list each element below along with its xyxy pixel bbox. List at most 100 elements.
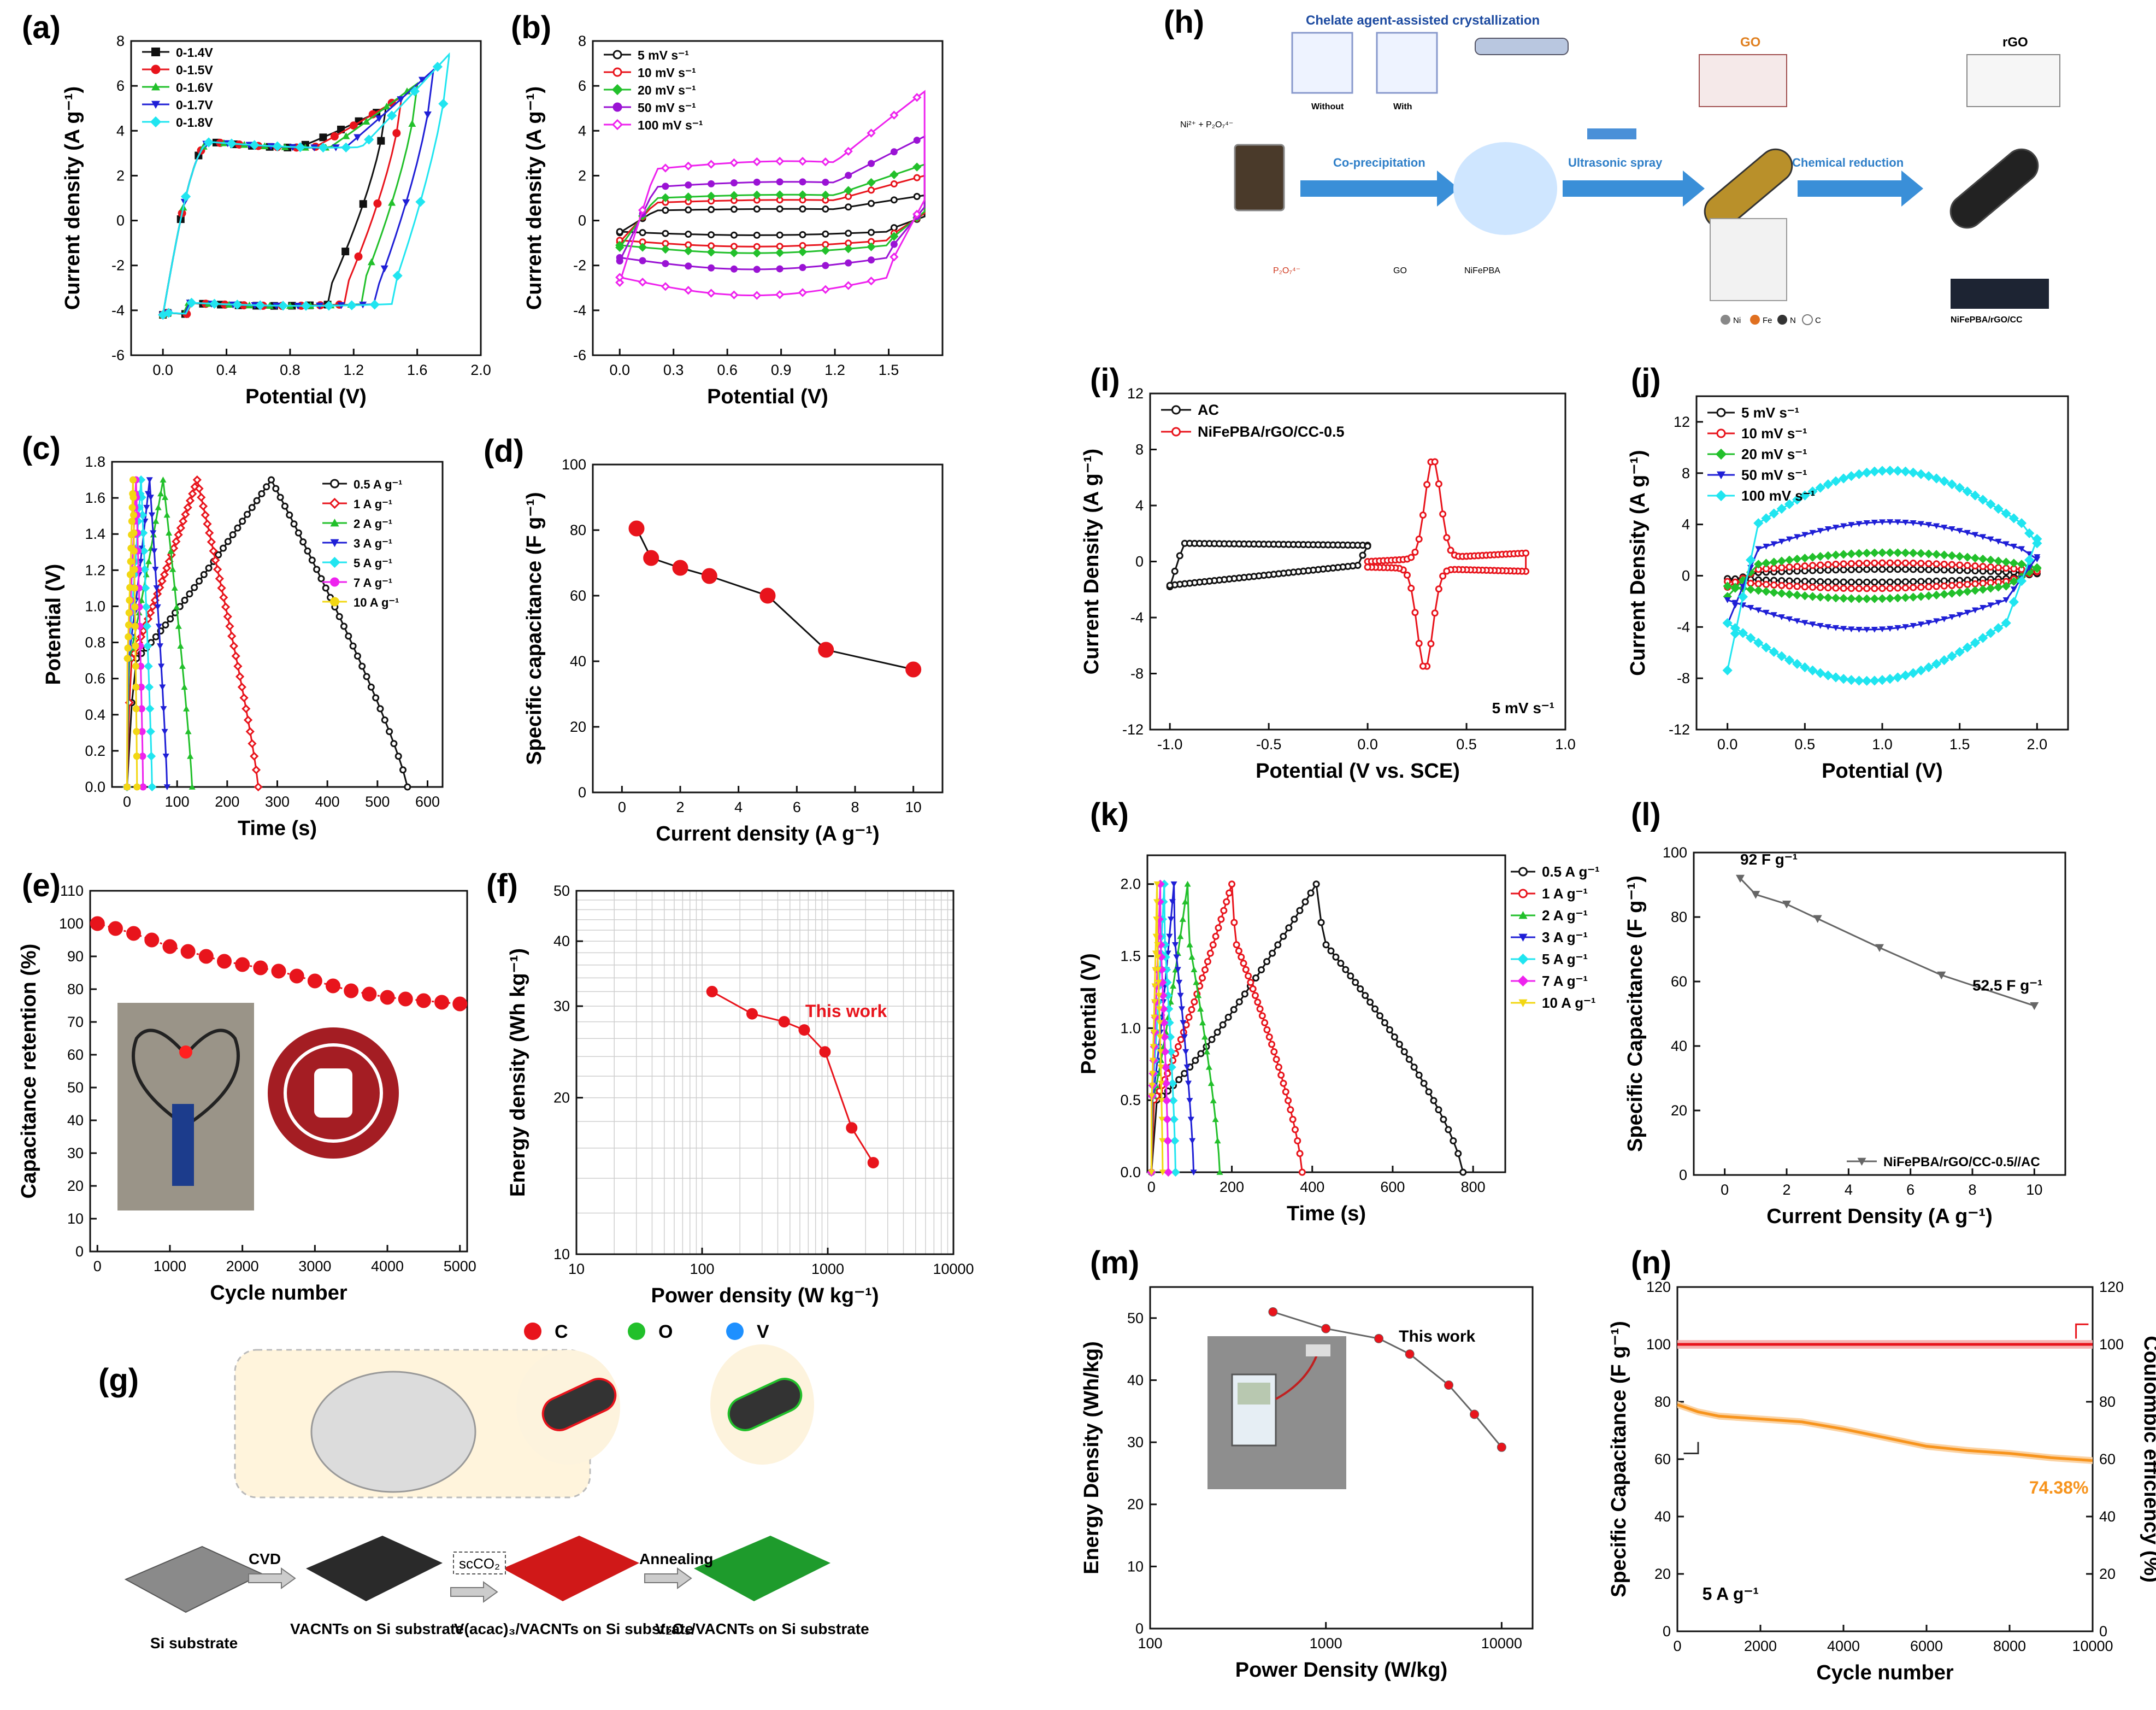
data-point xyxy=(1217,915,1225,923)
data-point xyxy=(846,1122,858,1134)
schematic-g-legend-1: O xyxy=(658,1321,673,1342)
data-point xyxy=(730,243,738,250)
data-point xyxy=(250,751,259,761)
data-point xyxy=(1268,1041,1276,1048)
data-point xyxy=(1188,954,1195,960)
data-point xyxy=(776,243,784,250)
data-point xyxy=(151,101,160,109)
legend-label: 20 mV s⁻¹ xyxy=(1741,446,1807,462)
x-tick-label: 0.0 xyxy=(1717,736,1738,753)
data-point xyxy=(1219,1021,1227,1029)
data-point xyxy=(1833,525,1839,531)
chart-c-legend: 0.5 A g⁻¹ 1 A g⁻¹ 2 A g⁻¹ 3 A g⁻¹ 5 A g⁻¹ 7 A… xyxy=(322,478,402,609)
data-point xyxy=(179,663,186,669)
data-point xyxy=(162,939,178,954)
data-point xyxy=(615,240,625,250)
schematic-h-step-2: Chemical reduction xyxy=(1792,156,1904,169)
data-point xyxy=(1273,1055,1280,1063)
legend-label: 0-1.4V xyxy=(176,45,213,60)
data-point xyxy=(1161,1047,1170,1056)
schematic-h-step-0: Co-precipitation xyxy=(1333,156,1425,169)
x-tick-label: -0.5 xyxy=(1256,736,1282,753)
panel-label-b: (b) xyxy=(511,10,551,45)
x-tick-label: 2.0 xyxy=(2027,736,2048,753)
data-point xyxy=(1359,551,1366,559)
data-point xyxy=(1342,966,1350,973)
data-point xyxy=(163,784,170,790)
data-point xyxy=(1886,584,1894,592)
y-tick-label: 30 xyxy=(553,998,570,1014)
data-point xyxy=(1941,616,1948,622)
y-tick-label: 0.6 xyxy=(85,671,105,687)
data-point xyxy=(1357,985,1364,993)
data-point xyxy=(1948,561,1955,568)
data-point xyxy=(1216,1169,1223,1175)
schematic-h-crystal-with xyxy=(1376,32,1438,94)
data-point xyxy=(867,277,876,286)
data-point xyxy=(133,728,140,736)
y-tick-label: 50 xyxy=(553,883,570,899)
data-point xyxy=(730,179,738,187)
data-point xyxy=(1784,655,1795,666)
data-point xyxy=(1717,471,1725,479)
data-point xyxy=(913,174,921,181)
data-point xyxy=(1778,564,1786,572)
y-tick-label: 4 xyxy=(1135,497,1144,514)
data-point xyxy=(1151,999,1158,1006)
data-point xyxy=(708,205,715,213)
data-point xyxy=(2018,546,2025,553)
data-point xyxy=(612,102,622,112)
data-point xyxy=(330,519,339,527)
data-point xyxy=(776,205,784,213)
data-point xyxy=(1431,458,1439,466)
data-point xyxy=(1153,881,1161,888)
data-point xyxy=(798,190,808,199)
y-tick-label: 0 xyxy=(75,1243,84,1260)
data-point xyxy=(1724,597,1731,603)
legend-label: 1 A g⁻¹ xyxy=(354,497,392,511)
schematic-h-atom-3: C xyxy=(1815,316,1821,325)
data-point xyxy=(1405,1055,1413,1063)
data-point xyxy=(1832,578,1840,586)
schematic-g-tube-1 xyxy=(541,1378,617,1431)
legend-label: 7 A g⁻¹ xyxy=(354,576,392,590)
data-point xyxy=(1518,999,1528,1007)
chart-m-xlabel: Power Density (W/kg) xyxy=(1235,1659,1448,1682)
data-point xyxy=(1181,1070,1188,1077)
data-point xyxy=(1161,1062,1170,1072)
data-point xyxy=(1894,559,1901,567)
data-point xyxy=(1817,578,1824,585)
series-b-2 xyxy=(615,162,926,258)
data-point xyxy=(1364,563,1371,571)
y-tick-label: 10 xyxy=(67,1210,84,1227)
data-point xyxy=(144,662,153,671)
schematic-g-caption-3: V₂O₅/VACNTs on Si substrate xyxy=(655,1620,869,1637)
data-point xyxy=(392,129,401,138)
data-point xyxy=(1894,519,1901,526)
data-point xyxy=(239,518,246,525)
data-point xyxy=(1784,590,1794,599)
data-point xyxy=(139,528,148,538)
data-point xyxy=(1159,1138,1166,1144)
x-tick-label: 200 xyxy=(215,794,239,810)
data-point xyxy=(146,608,155,618)
data-point xyxy=(1893,672,1903,683)
chart-b-ylabel: Current density (A g⁻¹) xyxy=(523,86,546,310)
data-point xyxy=(1233,941,1240,949)
data-point xyxy=(1347,972,1354,980)
data-point xyxy=(299,538,307,546)
data-point xyxy=(323,301,334,311)
data-point xyxy=(1763,580,1770,588)
data-point xyxy=(1289,1115,1297,1123)
data-point xyxy=(1722,618,1733,628)
data-point xyxy=(248,504,256,512)
y-tick-label: 1.8 xyxy=(85,454,105,470)
panel-label-c: (c) xyxy=(22,431,61,466)
data-point xyxy=(708,264,715,272)
data-point xyxy=(1166,933,1173,940)
data-point xyxy=(616,254,623,261)
data-point xyxy=(1817,584,1824,591)
data-point xyxy=(890,232,899,241)
data-point xyxy=(1301,898,1309,906)
data-point xyxy=(162,621,169,629)
